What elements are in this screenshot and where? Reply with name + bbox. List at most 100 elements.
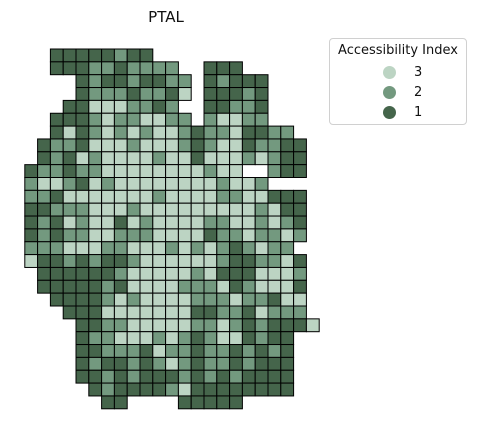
grid-cell xyxy=(139,138,154,153)
grid-cell xyxy=(267,369,282,384)
grid-cell xyxy=(37,202,51,217)
grid-cell xyxy=(203,112,218,127)
grid-cell xyxy=(190,254,205,268)
grid-cell xyxy=(139,164,154,178)
grid-cell xyxy=(24,241,39,256)
grid-cell xyxy=(101,356,115,371)
grid-cell xyxy=(139,215,154,230)
grid-cell xyxy=(75,164,90,178)
grid-cell xyxy=(229,151,243,166)
grid-cell xyxy=(37,177,51,191)
grid-cell xyxy=(126,254,141,268)
grid-cell xyxy=(293,151,307,166)
grid-cell xyxy=(229,61,243,76)
grid-cell xyxy=(126,331,141,346)
grid-cell xyxy=(126,215,141,230)
grid-cell xyxy=(280,292,295,307)
grid-cell xyxy=(75,87,90,101)
grid-cell xyxy=(88,344,103,358)
grid-cell xyxy=(177,151,192,166)
grid-cell xyxy=(165,189,179,204)
grid-cell xyxy=(190,164,205,178)
grid-cell xyxy=(139,228,154,243)
grid-cell xyxy=(267,318,282,333)
grid-cell xyxy=(75,344,90,358)
grid-cell xyxy=(280,202,295,217)
grid-cell xyxy=(126,138,141,153)
grid-cell xyxy=(75,228,90,243)
grid-cell xyxy=(203,215,218,230)
grid-cell xyxy=(229,228,243,243)
grid-cell xyxy=(165,99,179,114)
grid-cell xyxy=(254,177,269,191)
grid-cell xyxy=(229,395,243,410)
grid-cell xyxy=(75,292,90,307)
legend-item-2: 2 xyxy=(330,83,466,103)
grid-cell xyxy=(267,279,282,294)
grid-cell xyxy=(126,125,141,140)
grid-cell xyxy=(101,228,115,243)
grid-cell xyxy=(139,112,154,127)
grid-cell xyxy=(49,189,64,204)
grid-cell xyxy=(190,177,205,191)
grid-cell xyxy=(254,254,269,268)
grid-cell xyxy=(267,344,282,358)
grid-cell xyxy=(203,164,218,178)
grid-cell xyxy=(254,369,269,384)
grid-cell xyxy=(216,356,231,371)
legend-marker-2 xyxy=(383,86,396,99)
grid-cell xyxy=(216,112,231,127)
grid-cell xyxy=(126,228,141,243)
grid-cell xyxy=(177,125,192,140)
grid-cell xyxy=(267,125,282,140)
grid-cell xyxy=(165,382,179,397)
grid-cell xyxy=(177,87,192,101)
grid-cell xyxy=(293,292,307,307)
grid-cell xyxy=(203,125,218,140)
grid-cell xyxy=(177,344,192,358)
grid-cell xyxy=(203,99,218,114)
grid-cell xyxy=(101,331,115,346)
grid-cell xyxy=(24,164,39,178)
grid-cell xyxy=(62,254,77,268)
grid-cell xyxy=(254,74,269,89)
legend-label-2: 2 xyxy=(414,85,423,100)
grid-cell xyxy=(88,99,103,114)
grid-cell xyxy=(152,138,167,153)
grid-cell xyxy=(280,369,295,384)
grid-cell xyxy=(203,138,218,153)
grid-cell xyxy=(203,87,218,101)
grid-cell xyxy=(241,138,256,153)
grid-cell xyxy=(229,215,243,230)
legend-item-3: 3 xyxy=(330,63,466,83)
grid-cell xyxy=(241,189,256,204)
grid-cell xyxy=(101,164,115,178)
grid-cell xyxy=(139,356,154,371)
grid-cell xyxy=(88,48,103,63)
grid-cell xyxy=(113,356,128,371)
grid-cell xyxy=(75,138,90,153)
grid-cell xyxy=(165,138,179,153)
grid-cell xyxy=(293,189,307,204)
grid-cell xyxy=(88,215,103,230)
grid-cell xyxy=(165,177,179,191)
grid-cell xyxy=(203,331,218,346)
grid-cell xyxy=(216,318,231,333)
grid-cell xyxy=(49,138,64,153)
grid-cell xyxy=(254,151,269,166)
grid-cell xyxy=(267,138,282,153)
grid-cell xyxy=(293,266,307,281)
grid-cell xyxy=(75,99,90,114)
grid-cell xyxy=(280,344,295,358)
grid-cell xyxy=(177,395,192,410)
grid-cell xyxy=(190,266,205,281)
grid-cell xyxy=(152,87,167,101)
grid-cell xyxy=(88,279,103,294)
grid-cell xyxy=(241,318,256,333)
grid-cell xyxy=(190,331,205,346)
grid-cell xyxy=(254,138,269,153)
grid-cell xyxy=(49,215,64,230)
grid-cell xyxy=(177,369,192,384)
grid-cell xyxy=(241,279,256,294)
grid-cell xyxy=(24,215,39,230)
